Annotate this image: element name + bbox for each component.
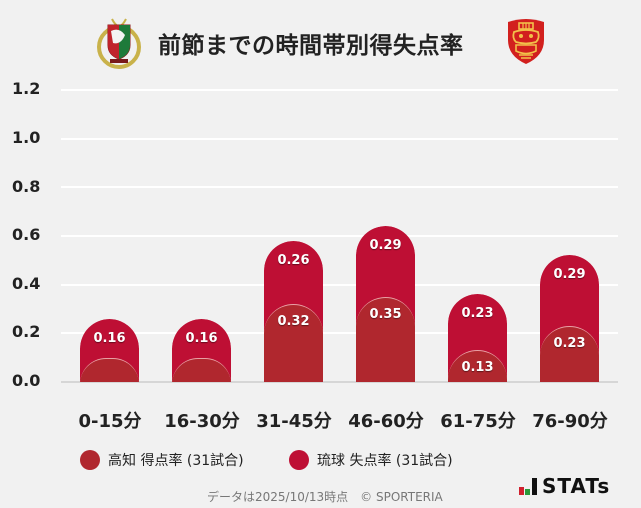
bar-value-label: 0.23 bbox=[461, 306, 494, 321]
legend-swatch-icon bbox=[80, 450, 100, 470]
y-tick-label: 0.2 bbox=[12, 322, 41, 341]
x-tick-label: 31-45分 bbox=[256, 411, 332, 432]
brand-name: STATs bbox=[542, 474, 611, 498]
stats-brand-logo: STATs bbox=[519, 474, 611, 498]
stacked-bar[interactable]: 0.29 0.23 bbox=[540, 255, 599, 382]
x-tick-label: 0-15分 bbox=[78, 411, 142, 432]
bar-value-label: 0.13 bbox=[461, 360, 494, 375]
bar-segment-home bbox=[356, 297, 415, 382]
kochi-united-crest-icon bbox=[97, 18, 141, 69]
bar-value-label: 0.16 bbox=[93, 331, 126, 346]
bar-segment-home bbox=[264, 304, 323, 382]
y-tick-label: 1.2 bbox=[12, 79, 41, 98]
x-tick-label: 16-30分 bbox=[164, 411, 240, 432]
bar-value-label: 0.29 bbox=[553, 267, 586, 282]
y-tick-label: 0.6 bbox=[12, 225, 41, 244]
x-axis-baseline bbox=[61, 381, 618, 383]
bar-value-label: 0.23 bbox=[553, 336, 586, 351]
gridline bbox=[61, 332, 618, 334]
data-source-note: データは2025/10/13時点 © SPORTERIA bbox=[207, 490, 443, 504]
bar-value-label: 0.16 bbox=[185, 331, 218, 346]
x-tick-label: 46-60分 bbox=[348, 411, 424, 432]
legend-label: 高知 得点率 (31試合) bbox=[108, 453, 244, 469]
stacked-bar[interactable]: 0.16 bbox=[80, 319, 139, 382]
y-tick-label: 1.0 bbox=[12, 128, 41, 147]
bar-value-label: 0.35 bbox=[369, 307, 402, 322]
stacked-bar[interactable]: 0.26 0.32 bbox=[264, 241, 323, 382]
y-tick-label: 0.8 bbox=[12, 177, 41, 196]
y-tick-label: 0.0 bbox=[12, 371, 41, 390]
stacked-bar[interactable]: 0.16 bbox=[172, 319, 231, 382]
legend-item-home-scoring-rate[interactable]: 高知 得点率 (31試合) bbox=[80, 450, 244, 470]
stacked-bar[interactable]: 0.29 0.35 bbox=[356, 226, 415, 382]
y-tick-label: 0.4 bbox=[12, 274, 41, 293]
bar-value-label: 0.26 bbox=[277, 253, 310, 268]
fc-ryukyu-shisa-crest-icon bbox=[508, 19, 544, 64]
gridline bbox=[61, 284, 618, 286]
gridline bbox=[61, 89, 618, 91]
gridline bbox=[61, 138, 618, 140]
stats-bar-icon bbox=[532, 478, 537, 495]
stacked-bar[interactable]: 0.23 0.13 bbox=[448, 294, 507, 382]
x-tick-label: 76-90分 bbox=[532, 411, 608, 432]
x-tick-label: 61-75分 bbox=[440, 411, 516, 432]
stats-bar-icon bbox=[525, 489, 530, 495]
chart-title: 前節までの時間帯別得失点率 bbox=[158, 33, 464, 59]
legend-swatch-icon bbox=[289, 450, 309, 470]
bar-value-label: 0.32 bbox=[277, 314, 310, 329]
gridline bbox=[61, 186, 618, 188]
bar-value-label: 0.29 bbox=[369, 238, 402, 253]
legend-label: 琉球 失点率 (31試合) bbox=[317, 453, 453, 469]
legend-item-away-conceding-rate[interactable]: 琉球 失点率 (31試合) bbox=[289, 450, 453, 470]
bar-segment-home bbox=[540, 326, 599, 382]
stats-bar-icon bbox=[519, 487, 524, 495]
gridline bbox=[61, 235, 618, 237]
